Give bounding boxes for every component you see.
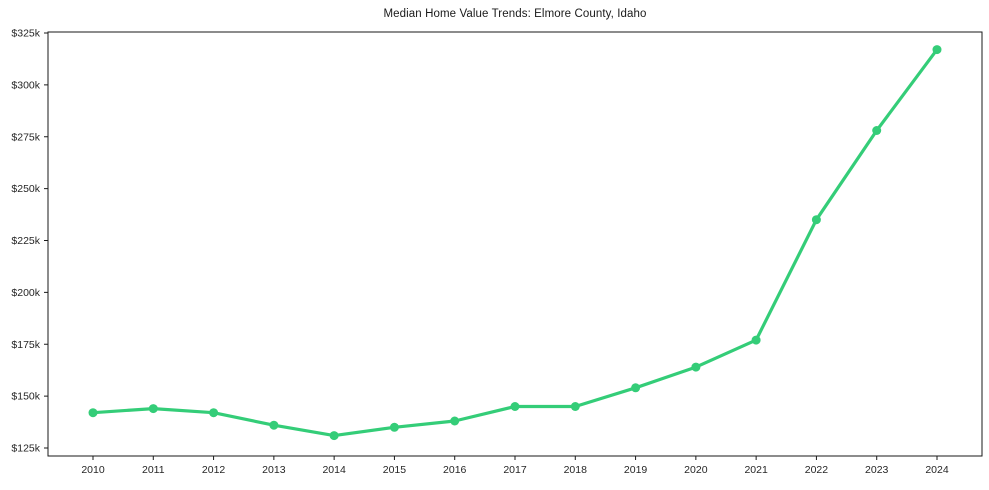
x-tick-label: 2015 [383, 464, 407, 476]
y-tick-label: $225k [11, 235, 40, 247]
y-tick-label: $125k [11, 443, 40, 455]
data-point [148, 404, 158, 414]
data-point [88, 408, 98, 418]
data-line [91, 47, 939, 438]
x-tick-label: 2021 [744, 464, 768, 476]
y-tick-label: $200k [11, 287, 40, 299]
data-point [570, 402, 580, 411]
data-point [872, 126, 882, 135]
data-point [389, 422, 399, 432]
data-point [450, 416, 460, 426]
data-point [691, 362, 701, 372]
x-tick-label: 2016 [443, 464, 467, 476]
y-tick-label: $175k [11, 339, 40, 351]
x-tick-label: 2020 [684, 464, 708, 476]
x-tick-label: 2010 [81, 464, 105, 476]
y-tick-label: $150k [11, 391, 40, 403]
x-tick-label: 2017 [503, 464, 527, 476]
x-tick-label: 2014 [322, 464, 346, 476]
x-tick-label: 2011 [142, 464, 165, 476]
x-tick-label: 2023 [865, 464, 889, 476]
data-point [811, 215, 821, 225]
y-tick-label: $275k [11, 131, 40, 143]
data-point [269, 420, 279, 430]
data-point [751, 335, 761, 345]
data-point [209, 408, 219, 418]
data-point [510, 402, 520, 411]
x-tick-label: 2024 [925, 464, 949, 476]
x-tick-label: 2013 [262, 464, 286, 476]
y-tick-label: $300k [11, 79, 40, 91]
data-point [932, 45, 942, 55]
x-tick-label: 2012 [202, 464, 226, 476]
y-tick-label: $250k [11, 183, 40, 195]
chart-title: Median Home Value Trends: Elmore County,… [383, 8, 647, 20]
plot-border [47, 31, 983, 457]
data-point [329, 431, 339, 441]
data-point [631, 383, 641, 393]
y-tick-label: $325k [11, 28, 40, 40]
x-tick-label: 2019 [624, 464, 648, 476]
x-tick-label: 2022 [805, 464, 829, 476]
x-tick-label: 2018 [564, 464, 588, 476]
